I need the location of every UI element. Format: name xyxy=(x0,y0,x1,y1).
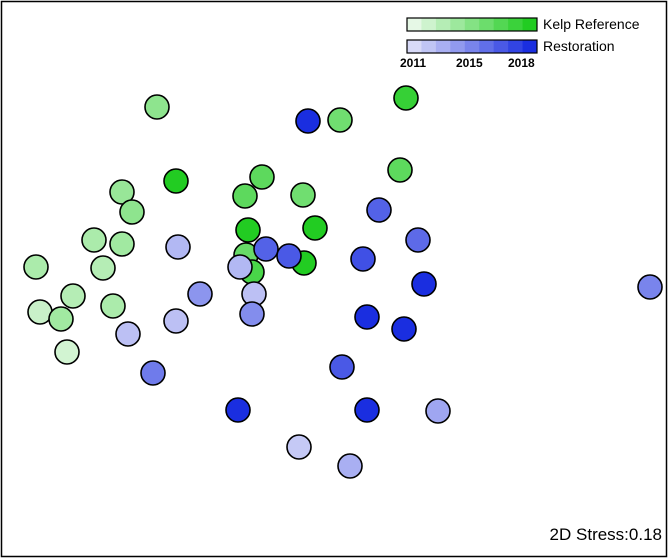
legend-restoration-swatch xyxy=(464,40,480,53)
legend-kelp-reference-swatch xyxy=(479,18,495,31)
legend-kelp-reference-swatch xyxy=(493,18,509,31)
data-point-restoration xyxy=(115,321,141,347)
data-point-kelp-reference xyxy=(48,306,74,332)
legend: Kelp Reference Restoration 2011 2015 201… xyxy=(400,16,640,70)
data-point-restoration xyxy=(276,243,302,269)
data-point-restoration xyxy=(239,301,265,327)
data-point-restoration xyxy=(425,398,451,424)
data-point-kelp-reference xyxy=(90,255,116,281)
legend-tick-2018: 2018 xyxy=(508,56,535,70)
data-point-kelp-reference xyxy=(302,215,328,241)
legend-tick-2015: 2015 xyxy=(456,56,483,70)
legend-label-kelp-reference: Kelp Reference xyxy=(543,16,640,32)
legend-restoration-swatch xyxy=(407,40,422,53)
legend-restoration-swatch xyxy=(435,40,451,53)
data-point-restoration xyxy=(253,236,279,262)
legend-kelp-reference-swatch xyxy=(421,18,437,31)
legend-restoration-swatch xyxy=(450,40,466,53)
data-point-restoration xyxy=(225,397,251,423)
data-point-kelp-reference xyxy=(119,199,145,225)
data-point-kelp-reference xyxy=(60,283,86,309)
data-point-restoration xyxy=(227,254,253,280)
data-point-restoration xyxy=(329,354,355,380)
data-point-kelp-reference xyxy=(23,254,49,280)
legend-kelp-reference-swatch xyxy=(450,18,466,31)
legend-kelp-reference-swatch xyxy=(508,18,524,31)
legend-tick-2011: 2011 xyxy=(400,56,426,70)
legend-restoration-swatch xyxy=(508,40,524,53)
data-point-kelp-reference xyxy=(100,293,126,319)
legend-restoration-swatch xyxy=(522,40,538,53)
data-point-restoration xyxy=(391,316,417,342)
data-point-kelp-reference xyxy=(249,164,275,190)
data-point-restoration xyxy=(366,197,392,223)
legend-label-restoration: Restoration xyxy=(543,38,615,54)
data-point-restoration xyxy=(411,271,437,297)
data-point-restoration xyxy=(286,434,312,460)
legend-kelp-reference-swatch xyxy=(522,18,538,31)
data-point-restoration xyxy=(350,246,376,272)
data-point-kelp-reference xyxy=(109,179,135,205)
legend-kelp-reference-bar-outline xyxy=(406,17,538,32)
legend-restoration-swatch xyxy=(479,40,495,53)
legend-restoration-swatch xyxy=(421,40,437,53)
data-point-kelp-reference xyxy=(387,157,413,183)
data-point-restoration xyxy=(405,227,431,253)
data-point-kelp-reference xyxy=(163,168,189,194)
data-point-restoration xyxy=(337,453,363,479)
data-point-restoration xyxy=(163,308,189,334)
legend-restoration-swatch xyxy=(493,40,509,53)
scatter-points xyxy=(23,85,663,479)
legend-kelp-gradient-bar xyxy=(406,17,538,32)
data-point-kelp-reference xyxy=(393,85,419,111)
data-point-kelp-reference xyxy=(232,183,258,209)
data-point-restoration xyxy=(637,274,663,300)
stress-annotation: 2D Stress:0.18 xyxy=(550,525,662,544)
data-point-restoration xyxy=(165,234,191,260)
legend-kelp-reference-swatch xyxy=(407,18,422,31)
legend-kelp-reference-swatch xyxy=(435,18,451,31)
data-point-kelp-reference xyxy=(109,231,135,257)
data-point-kelp-reference xyxy=(290,182,316,208)
data-point-kelp-reference xyxy=(327,107,353,133)
data-point-kelp-reference xyxy=(235,217,261,243)
data-point-kelp-reference xyxy=(81,227,107,253)
data-point-restoration xyxy=(354,304,380,330)
data-point-kelp-reference xyxy=(54,339,80,365)
legend-kelp-reference-swatch xyxy=(464,18,480,31)
data-point-restoration xyxy=(295,108,321,134)
legend-restoration-gradient-bar xyxy=(406,39,538,54)
data-point-kelp-reference xyxy=(144,94,170,120)
data-point-restoration xyxy=(140,360,166,386)
data-point-restoration xyxy=(187,281,213,307)
data-point-restoration xyxy=(354,397,380,423)
legend-restoration-bar-outline xyxy=(406,39,538,54)
